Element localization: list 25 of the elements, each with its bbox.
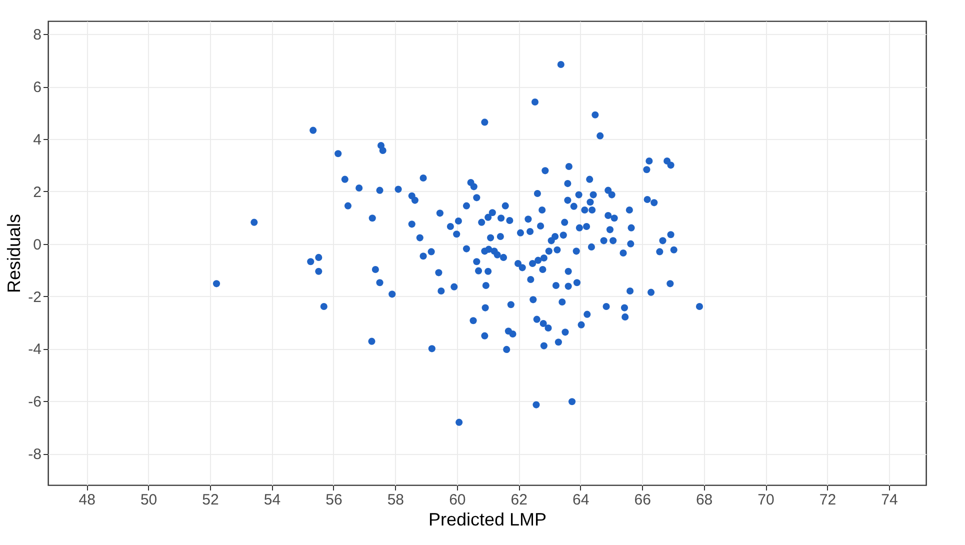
x-tick-label: 70 (758, 492, 774, 508)
x-tick-label: 58 (387, 492, 404, 508)
x-tick-label: 48 (78, 492, 96, 508)
x-tick-label: 52 (202, 492, 219, 508)
x-tick-label: 66 (634, 492, 651, 508)
y-tick-label: 2 (33, 184, 42, 201)
y-tick-label: -8 (28, 446, 42, 464)
x-axis-title: Predicted LMP (428, 510, 547, 530)
y-tick-label: -2 (28, 288, 42, 306)
y-tick-label: -6 (28, 394, 42, 411)
y-tick-label: 6 (33, 79, 42, 96)
x-tick-label: 56 (326, 492, 342, 508)
x-tick-label: 64 (572, 492, 590, 508)
y-axis-title: Residuals (4, 214, 24, 294)
x-tick-label: 68 (696, 492, 713, 508)
x-tick-label: 74 (881, 492, 898, 508)
y-tick-label: -4 (28, 341, 42, 358)
x-tick-label: 50 (140, 492, 158, 508)
x-tick-label: 60 (449, 492, 466, 508)
x-tick-label: 72 (819, 492, 836, 508)
y-tick-label: 8 (33, 26, 42, 44)
y-tick-label: 4 (33, 131, 42, 148)
y-tick-label: 0 (33, 236, 42, 254)
x-tick-label: 54 (264, 492, 281, 508)
x-tick-label: 62 (510, 492, 528, 508)
